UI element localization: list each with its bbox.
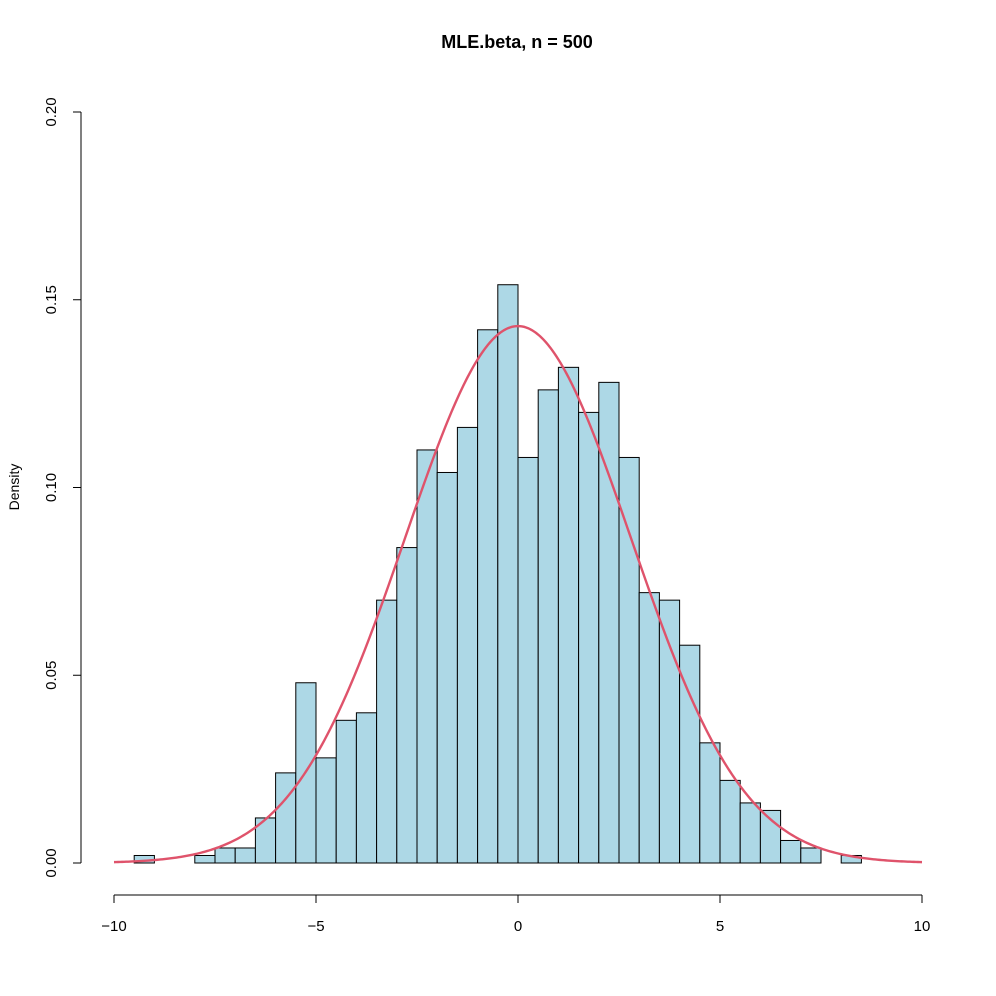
histogram-bar-24: [618, 456, 640, 864]
x-tick-label: −10: [101, 918, 126, 935]
histogram-bar-22: [578, 411, 600, 864]
y-tick-label: 0.00: [43, 848, 60, 877]
y-tick-label: 0.15: [43, 285, 60, 314]
y-axis: 0.00 0.05 0.10 0.15 0.20: [43, 97, 82, 878]
histogram-bar-32: [780, 839, 802, 864]
histogram-bar-13: [396, 547, 418, 864]
histogram-bar-14: [416, 449, 438, 864]
histogram-bar-21: [557, 366, 580, 864]
histogram-bar-19: [517, 456, 539, 864]
x-tick-label: 0: [514, 918, 522, 935]
histogram-bar-9: [315, 757, 337, 864]
density-curve-layer: [113, 324, 923, 864]
histogram-bar-20: [537, 389, 559, 864]
histogram-bar-30: [739, 802, 761, 864]
histogram-bar-15: [436, 471, 458, 864]
x-tick-label: 5: [716, 918, 724, 935]
histogram-bars: [133, 284, 862, 864]
histogram-bar-10: [335, 719, 357, 864]
y-tick-label: 0.05: [43, 661, 60, 690]
histogram-bar-7: [275, 772, 297, 864]
x-axis: −10 −5 0 5 10: [101, 894, 931, 935]
y-tick-label: 0.20: [43, 97, 60, 126]
x-tick-label: −5: [307, 918, 324, 935]
histogram-bar-12: [376, 599, 398, 864]
histogram-bar-25: [638, 592, 660, 864]
histogram-bar-16: [456, 426, 479, 864]
histogram-bar-28: [699, 742, 721, 864]
histogram-bar-3: [194, 854, 216, 864]
histogram-bar-11: [355, 712, 378, 864]
y-tick-label: 0.10: [43, 473, 60, 502]
histogram-bar-18: [497, 284, 519, 864]
chart-title: MLE.beta, n = 500: [441, 32, 593, 52]
histogram-bar-5: [234, 847, 256, 864]
normal-density-curve: [113, 324, 923, 864]
histogram-bar-29: [719, 779, 741, 864]
histogram-bar-26: [658, 599, 681, 864]
x-tick-label: 10: [914, 918, 931, 935]
y-axis-label: Density: [6, 464, 22, 511]
histogram-bar-17: [477, 329, 499, 864]
histogram-bar-4: [214, 847, 236, 864]
histogram-bar-33: [800, 847, 822, 864]
